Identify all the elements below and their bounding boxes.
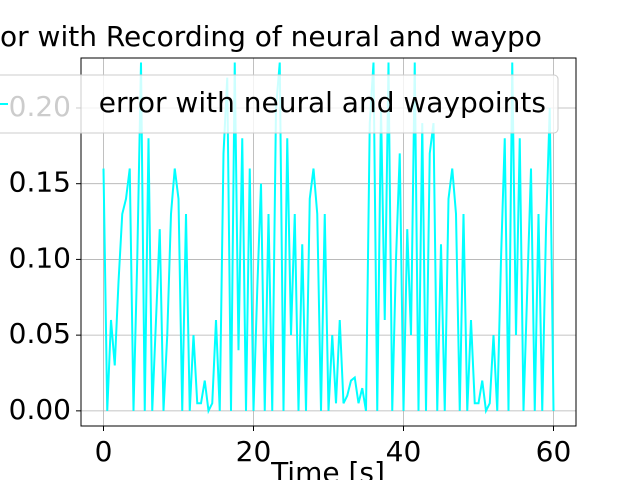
y-tick-label: 0.05 — [9, 317, 71, 350]
y-tick-label: 0.15 — [9, 166, 71, 199]
legend-box — [0, 74, 559, 134]
x-tick-label: 20 — [236, 435, 272, 468]
x-tick-label: 40 — [386, 435, 422, 468]
legend-label: error with neural and waypoints — [99, 86, 546, 119]
chart-title: or with Recording of neural and waypo — [0, 20, 542, 53]
x-tick-label: 0 — [95, 435, 113, 468]
y-tick-label: 0.00 — [9, 393, 71, 426]
x-tick-label: 60 — [536, 435, 572, 468]
x-axis-label: Time [s] — [270, 456, 385, 480]
y-tick-label: 0.10 — [9, 241, 71, 274]
plot-frame — [80, 57, 577, 427]
data-line — [102, 62, 555, 415]
